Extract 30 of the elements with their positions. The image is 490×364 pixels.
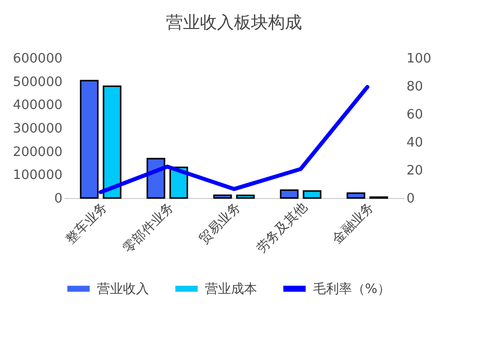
legend-label: 营业收入 [97,282,149,297]
bar [102,85,122,199]
y2-tick-label: 80 [406,80,424,94]
bar [302,190,322,199]
y2-tick-label: 100 [406,52,432,66]
legend-label: 营业成本 [205,282,257,297]
x-tick-label: 贸易业务 [196,200,244,248]
x-tick-label: 劳务及其他 [254,200,311,256]
line-series [98,84,370,194]
y2-tick-label: 20 [406,164,424,178]
x-tick-label: 整车业务 [63,200,111,248]
bar [213,194,232,199]
legend-label: 毛利率（%） [313,280,390,297]
y2-tick-label: 40 [406,136,424,150]
y2-tick-label: 60 [406,108,424,122]
bar [236,194,255,199]
x-tick-label: 金融业务 [330,200,378,248]
y2-tick-label: 0 [406,192,415,206]
y-tick-label: 300000 [12,122,62,136]
bar [280,189,299,199]
y-tick-label: 200000 [12,144,62,160]
x-tick-label: 零部件业务 [120,200,178,256]
y-tick-label: 100000 [12,168,62,184]
chart-title: 营业收入板块构成 [166,13,302,33]
bar [346,192,366,199]
y-tick-label: 600000 [12,52,62,66]
y-tick-label: 400000 [12,98,62,114]
y-tick-label: 500000 [12,74,62,90]
y-tick-label: 0 [54,192,62,206]
bar [80,80,99,199]
